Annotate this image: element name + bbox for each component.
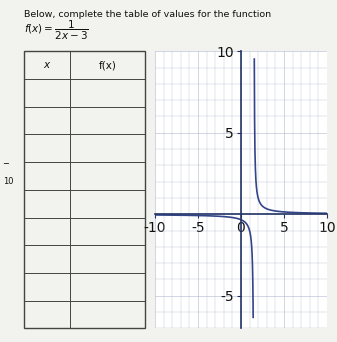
- Text: 10: 10: [3, 177, 14, 186]
- Text: x: x: [43, 60, 50, 70]
- Text: $f(x) = \dfrac{1}{2x-3}$: $f(x) = \dfrac{1}{2x-3}$: [24, 19, 88, 42]
- Text: Below, complete the table of values for the function: Below, complete the table of values for …: [24, 10, 271, 18]
- Text: f(x): f(x): [98, 60, 116, 70]
- Text: ‾: ‾: [3, 163, 8, 173]
